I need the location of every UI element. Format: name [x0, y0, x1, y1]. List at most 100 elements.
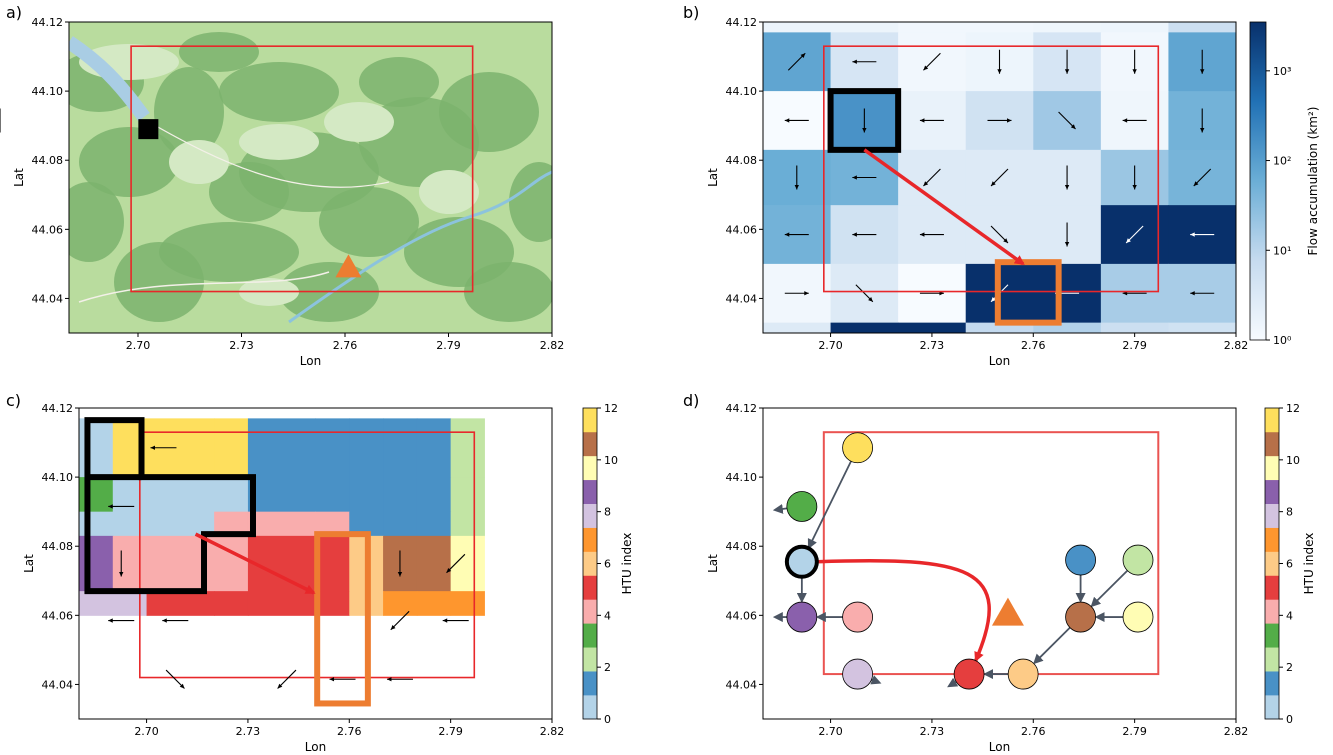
arrow-head [794, 184, 799, 190]
y-axis-label: Lat [12, 168, 26, 187]
heatmap-cell [965, 322, 1034, 334]
domain-rectangle [823, 45, 1160, 293]
flow-direction-arrow [1132, 165, 1137, 190]
flow-direction-arrow [923, 168, 941, 187]
lake [69, 36, 150, 122]
arrow-head [1190, 232, 1195, 237]
y-tick-label: 44.10 [726, 471, 758, 484]
y-tick-label: 44.08 [726, 154, 758, 167]
flow-direction-arrow [1190, 291, 1215, 296]
x-axis-label: Lon [305, 740, 326, 754]
htu-node [1122, 601, 1154, 633]
arrow-head [446, 567, 452, 573]
y-tick-label: 44.12 [32, 16, 64, 29]
y-tick-label: 44.10 [42, 471, 74, 484]
x-tick-label: 2.82 [1224, 725, 1249, 738]
htu-graph-edge [772, 503, 788, 514]
source-htu-node [784, 544, 819, 579]
htu-cell [416, 477, 452, 513]
flow-direction-arrow [784, 291, 809, 296]
forest-area [464, 262, 552, 322]
arrow-head [1070, 124, 1076, 129]
htu-cell [112, 511, 148, 537]
flow-direction-arrow [923, 52, 941, 71]
flow-direction-arrow [784, 118, 809, 123]
colorbar-tick-label: 0 [1286, 713, 1293, 726]
colorbar-segment-4 [1265, 599, 1279, 624]
arrow-head [1064, 69, 1070, 74]
htu-flow-arrow [386, 677, 413, 682]
red-flow-arrow [816, 559, 991, 663]
flow-direction-arrow [784, 232, 809, 237]
colorbar-segment-2 [583, 647, 597, 672]
domain-rectangle [139, 431, 476, 679]
htu-cell [315, 535, 350, 592]
domain-rectangle [130, 45, 474, 293]
htu-flow-arrow [442, 618, 469, 623]
htu-cell [247, 591, 316, 616]
htu-cell [383, 511, 418, 537]
htu-flow-arrow [446, 553, 466, 574]
colorbar-segment-1 [583, 671, 597, 696]
heatmap-cell [830, 22, 899, 33]
x-tick-label: 2.79 [1122, 725, 1147, 738]
red-flow-arrow [863, 148, 1025, 266]
road [78, 271, 330, 303]
axes-frame-a [68, 21, 553, 334]
colorbar-tick-label: 2 [1286, 661, 1293, 674]
arrow-head [1193, 181, 1199, 186]
colorbar-segment-0 [1265, 695, 1279, 720]
htu-flow-arrow [277, 669, 297, 689]
heatmap-cell [763, 322, 832, 334]
x-tick-label: 2.76 [1021, 725, 1046, 738]
y-axis-label: Lat [22, 554, 36, 573]
htu-cell [383, 477, 418, 513]
forest-area [359, 57, 439, 107]
axes-frame-d [762, 407, 1237, 720]
htu-cell [79, 535, 114, 592]
arrow-head [784, 232, 790, 237]
htu-flow-arrow [108, 618, 135, 623]
x-tick-label: 2.70 [126, 339, 151, 352]
heatmap-cell [1100, 22, 1169, 33]
flow-direction-arrow [852, 59, 877, 64]
arrow-head [804, 291, 809, 296]
y-tick-label: 44.04 [42, 678, 74, 691]
flow-direction-arrow [1193, 168, 1212, 187]
forest-area [219, 62, 339, 122]
arrow-head [1200, 127, 1205, 133]
colorbar-tick-label: 12 [1286, 402, 1300, 415]
colorbar-tick-label: 10 [1286, 454, 1300, 467]
forest-area [319, 187, 419, 257]
colorbar-tick-label: 12 [604, 402, 618, 415]
arrow-head [386, 677, 392, 682]
heatmap-cell [1033, 322, 1102, 334]
colorbar-segment-9 [1265, 479, 1279, 504]
htu-cell [214, 418, 249, 478]
flow-direction-arrow [1132, 49, 1137, 74]
colorbar-tick-label: 10 [604, 454, 618, 467]
colorbar-segment-3 [1265, 623, 1279, 648]
htu-cell [247, 511, 316, 537]
heatmap-cell [1100, 322, 1169, 334]
forest-area [509, 162, 552, 242]
colorbar-segment-5 [583, 575, 597, 600]
forest-area [179, 32, 259, 72]
arrow-head [1190, 291, 1195, 296]
x-tick-label: 2.76 [1021, 339, 1046, 352]
panel-label-d: d) [683, 391, 699, 410]
heatmap-cell [898, 22, 967, 33]
htu-cell [79, 591, 114, 616]
flow-direction-arrow [1058, 111, 1076, 130]
panel-d-htu-graph: 2.70 2.73 2.76 2.79 2.82 44.12 44.10 44.08 44.06… [706, 402, 1316, 754]
panel-label-a: a) [6, 3, 22, 22]
y-tick-label: 44.04 [32, 292, 64, 305]
colorbar-tick-label: 6 [1286, 558, 1293, 571]
forest-area [79, 127, 179, 197]
flow-direction-arrow [1064, 165, 1070, 190]
y-tick-label: 44.06 [42, 609, 74, 622]
x-tick-label: 2.73 [229, 339, 254, 352]
htu-cell [79, 477, 114, 513]
forest-area [69, 182, 124, 262]
colorbar-tick-label: 10⁰ [1273, 334, 1292, 347]
